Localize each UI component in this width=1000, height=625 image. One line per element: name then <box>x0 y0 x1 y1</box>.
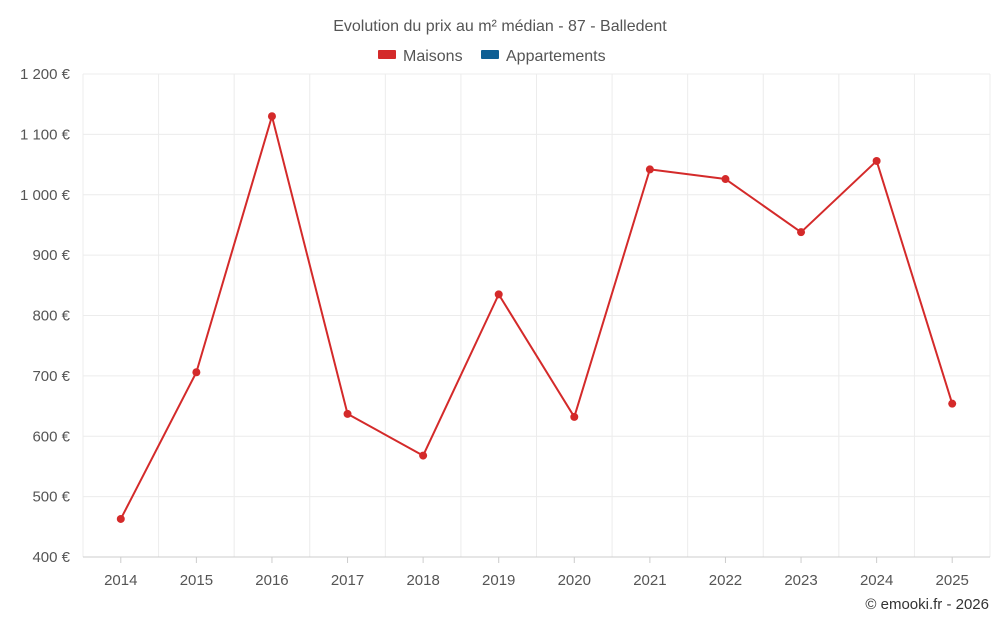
data-point-2020[interactable] <box>570 412 579 421</box>
series-maisons <box>116 112 957 523</box>
data-point-2014[interactable] <box>116 514 125 523</box>
x-tick-label: 2014 <box>104 572 137 589</box>
data-point-2021[interactable] <box>645 165 654 174</box>
legend-label-appartements: Appartements <box>506 48 606 65</box>
y-tick-label: 900 € <box>32 247 70 264</box>
series-line-maisons <box>119 115 954 520</box>
x-tick-label: 2015 <box>180 572 213 589</box>
x-axis: 2014 2015 2016 2017 2018 2019 2020 2021 2022 2023… <box>83 556 990 589</box>
y-tick-label: 800 € <box>32 308 70 325</box>
data-point-2015[interactable] <box>192 368 201 377</box>
data-point-2018[interactable] <box>419 451 428 460</box>
x-tick-label: 2017 <box>331 572 364 589</box>
x-tick-label: 2016 <box>255 572 288 589</box>
chart-title: Evolution du prix au m² médian - 87 - Ba… <box>333 18 667 35</box>
legend-item-maisons[interactable]: Maisons <box>378 48 463 65</box>
legend-label-maisons: Maisons <box>403 48 463 65</box>
x-tick-label: 2022 <box>709 572 742 589</box>
x-tick-label: 2023 <box>784 572 817 589</box>
y-tick-label: 1 200 € <box>20 66 71 83</box>
y-tick-label: 500 € <box>32 489 70 506</box>
x-tick-label: 2019 <box>482 572 515 589</box>
data-point-2017[interactable] <box>343 409 352 418</box>
x-tick-label: 2024 <box>860 572 893 589</box>
y-tick-label: 600 € <box>32 428 70 445</box>
x-tick-label: 2025 <box>936 572 969 589</box>
legend-swatch-appartements <box>481 50 499 59</box>
data-point-2024[interactable] <box>872 156 881 165</box>
x-tick-label: 2021 <box>633 572 666 589</box>
legend-swatch-maisons <box>378 50 396 59</box>
data-point-2019[interactable] <box>494 290 503 299</box>
data-point-2025[interactable] <box>948 399 957 408</box>
gridlines <box>82 73 991 557</box>
y-tick-label: 1 000 € <box>20 187 71 204</box>
data-point-2022[interactable] <box>721 175 730 184</box>
y-tick-label: 700 € <box>32 368 70 385</box>
legend: Maisons Appartements <box>378 48 606 65</box>
y-tick-label: 1 100 € <box>20 126 71 143</box>
credit-text: © emooki.fr - 2026 <box>865 596 989 613</box>
legend-item-appartements[interactable]: Appartements <box>481 48 606 65</box>
y-axis: 400 € 500 € 600 € 700 € 800 € 900 € 1 000 € 1 1… <box>20 66 71 566</box>
data-point-2016[interactable] <box>267 112 276 121</box>
data-point-2023[interactable] <box>797 228 806 237</box>
y-tick-label: 400 € <box>32 549 70 566</box>
x-tick-label: 2020 <box>558 572 591 589</box>
x-tick-label: 2018 <box>406 572 439 589</box>
